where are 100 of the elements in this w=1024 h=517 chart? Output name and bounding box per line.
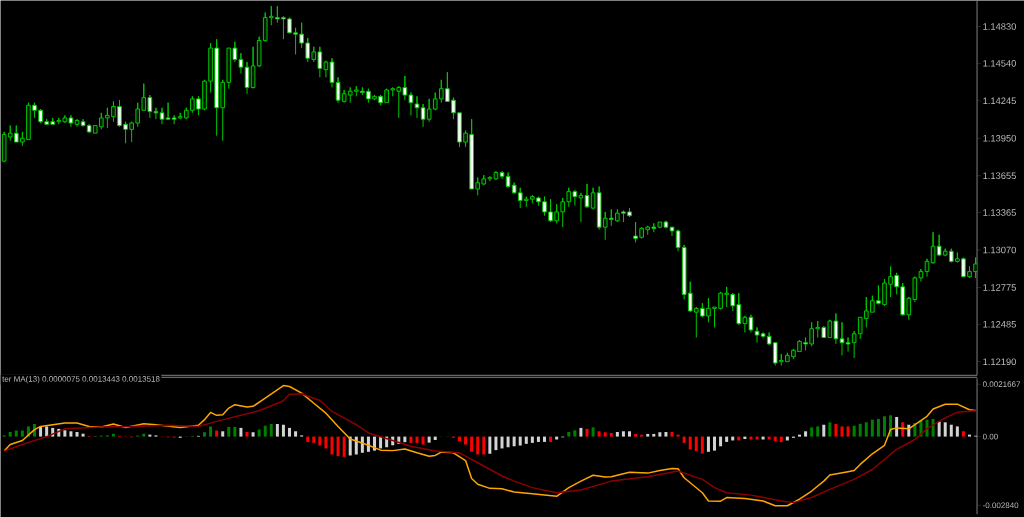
bar [658,432,662,437]
bar [330,436,334,455]
bar [63,430,67,437]
bar [75,431,79,437]
bar [597,431,601,437]
bar [257,429,261,437]
bar [694,436,698,451]
bar [488,436,492,454]
bar [275,423,279,437]
bar [14,430,18,437]
bar [306,436,310,442]
bar [524,436,528,444]
bar [494,436,498,451]
bar [755,436,759,440]
bar [767,436,771,440]
bar [688,436,692,450]
bar [470,436,474,452]
bar [937,421,941,437]
bar [713,436,716,451]
bar [69,431,73,437]
bar [215,430,219,437]
y-tick-label: 0.00 [982,433,998,440]
bar [931,418,935,437]
candlestick [499,170,505,180]
bar [421,436,425,445]
bar [719,436,723,447]
bar [840,426,844,437]
bar [828,422,832,437]
bar [652,433,656,437]
bar [585,428,589,437]
bar [883,416,886,437]
y-tick-label: 0.0021667 [982,381,1021,387]
bar [591,427,595,437]
y-tick-label: 1.14540 [983,59,1016,67]
bar [415,436,419,443]
candlestick [669,226,675,237]
bar [409,436,413,443]
candlestick [159,107,165,125]
y-tick-label: 1.12485 [983,320,1016,328]
chart-title: ter MA(13) 0.0000075 0.0013443 0.0013518 [2,375,160,384]
bar [543,436,547,442]
bar [81,433,85,437]
candlestick [924,258,930,278]
bar [804,431,808,437]
bar [549,436,553,442]
bar [858,423,862,437]
bar [263,425,267,437]
bar [288,427,292,437]
bar [682,436,686,443]
bar [530,436,534,443]
y-tick-label: 1.13365 [983,209,1016,216]
bar [500,436,504,449]
bar [852,425,856,437]
bar [312,436,316,443]
bar [628,431,632,437]
y-tick-label: 1.14245 [983,97,1016,104]
bar [609,432,613,437]
bar [555,436,559,440]
bar [482,436,486,455]
bar [810,427,814,437]
bar [634,433,638,437]
bar [621,431,625,437]
bar [700,436,704,454]
candlestick [754,326,760,344]
bar [342,436,346,457]
bar [464,436,468,445]
bar [834,423,838,437]
bar [664,431,668,437]
bar [142,433,146,437]
bar [749,436,753,440]
bar [281,424,285,437]
candlestick [414,95,420,119]
bar [324,436,328,449]
bar [706,436,710,452]
bar [822,424,826,437]
bar [816,426,820,437]
bar [579,427,583,437]
bar [943,422,947,437]
bar [203,432,206,437]
bar [901,422,905,437]
bar [573,430,577,437]
bar [506,436,510,448]
candlestick [839,321,845,356]
bar [955,426,959,437]
candlestick [74,118,80,128]
bar [864,422,868,437]
y-tick-label: 1.13070 [983,246,1016,254]
bar [245,431,249,437]
candlestick [329,57,335,88]
candlestick [244,61,250,95]
bar [615,431,619,437]
bar [209,426,213,437]
bar [233,426,237,437]
y-tick-label: 1.12775 [983,284,1016,291]
bar [269,423,273,437]
bar [227,426,231,437]
bar [536,436,540,442]
bar [603,432,607,437]
bar [646,433,650,437]
y-tick-label: 1.14830 [983,23,1016,30]
